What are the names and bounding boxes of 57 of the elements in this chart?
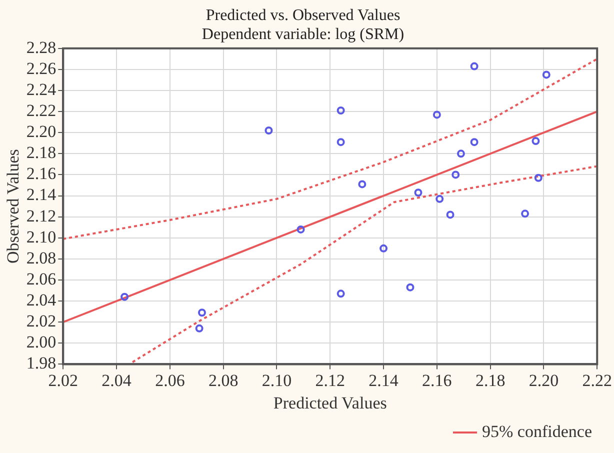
x-tick-label: 2.16	[422, 370, 452, 390]
point	[406, 283, 414, 292]
y-tick-label: 2.16	[26, 164, 56, 184]
legend-label: 95% confidence	[482, 422, 592, 441]
y-tick-label: 2.20	[26, 122, 56, 142]
point	[296, 225, 305, 234]
point	[336, 106, 345, 115]
point	[358, 180, 366, 188]
point	[532, 137, 540, 146]
point	[336, 290, 345, 298]
y-tick-label: 2.00	[26, 332, 56, 352]
point	[414, 188, 422, 197]
x-tick-label: 2.22	[582, 370, 612, 390]
x-tick-label: 2.14	[368, 370, 399, 390]
x-tick-label: 2.12	[315, 370, 346, 390]
line-series	[63, 58, 598, 240]
x-tick-label: 2.06	[155, 370, 185, 390]
y-tick-label: 2.18	[26, 143, 56, 162]
y-tick-label: 2.28	[26, 38, 56, 57]
point	[542, 70, 550, 79]
x-tick-label: 2.10	[262, 370, 292, 390]
x-tick-label: 2.04	[102, 370, 132, 390]
chart-subtitle: Dependent variable: log (SRM)	[202, 26, 404, 44]
x-tick-label: 2.08	[208, 370, 238, 390]
y-tick-label: 1.98	[26, 354, 56, 373]
y-tick-label: 2.02	[26, 312, 56, 331]
point	[452, 170, 460, 179]
y-tick-label: 2.24	[26, 80, 57, 99]
point	[456, 150, 465, 158]
point	[521, 210, 530, 218]
point	[380, 244, 388, 252]
point	[446, 210, 454, 219]
y-tick-label: 2.22	[26, 101, 56, 120]
point	[264, 126, 273, 135]
point	[470, 138, 478, 146]
point	[198, 308, 206, 317]
point	[120, 292, 129, 301]
x-tick-label: 2.20	[528, 370, 559, 390]
x-axis-title: Predicted Values	[273, 393, 387, 412]
point	[436, 194, 444, 203]
y-tick-label: 2.04	[26, 290, 57, 310]
y-axis-title: Observed Values	[4, 149, 23, 264]
chart-title: Predicted vs. Observed Values	[206, 6, 400, 24]
y-tick-label: 2.26	[26, 58, 56, 78]
y-tick-label: 2.12	[26, 206, 56, 226]
x-tick-label: 2.02	[48, 370, 78, 390]
y-tick-label: 2.10	[26, 227, 56, 246]
y-tick-label: 2.08	[26, 248, 56, 268]
y-tick-label: 2.06	[26, 269, 56, 288]
point	[336, 138, 345, 146]
point	[432, 110, 441, 119]
point	[470, 62, 478, 70]
x-tick-label: 2.18	[475, 370, 506, 390]
line-series	[132, 165, 598, 364]
point	[195, 324, 204, 332]
y-tick-label: 2.14	[26, 185, 57, 204]
point	[534, 174, 542, 182]
